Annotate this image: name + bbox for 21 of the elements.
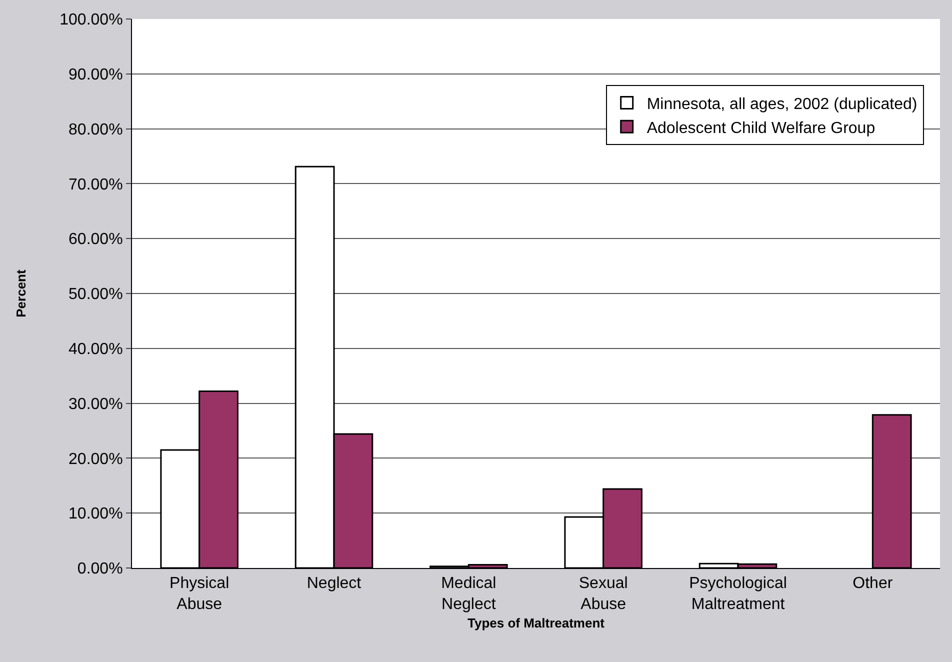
y-tick-label: 20.00%	[68, 450, 123, 468]
x-tick-label: Medical Neglect	[441, 575, 496, 613]
y-tick-label: 60.00%	[68, 231, 123, 248]
y-tick-label: 90.00%	[68, 66, 123, 84]
x-axis-title: Types of Maltreatment	[467, 616, 606, 631]
x-tick-label: Neglect	[306, 575, 362, 592]
y-tick-label: 100.00%	[60, 12, 123, 29]
y-tick-label: 40.00%	[68, 341, 123, 358]
legend-label: Adolescent Child Welfare Group	[646, 120, 876, 137]
y-tick-label: 50.00%	[68, 286, 123, 304]
y-tick-label: 30.00%	[68, 396, 123, 413]
x-tick-label: Sexual Abuse	[578, 575, 628, 613]
x-tick-label: Psychological Maltreatment	[689, 575, 787, 613]
x-tick-label: Physical Abuse	[170, 575, 230, 613]
y-tick-label: 70.00%	[68, 176, 123, 194]
x-tick-label: Other	[852, 575, 894, 592]
y-tick-label: 80.00%	[68, 121, 123, 138]
y-tick-label: 10.00%	[68, 506, 123, 523]
legend-label: Minnesota, all ages, 2002 (duplicated)	[646, 96, 918, 114]
y-axis-title: Percent	[14, 268, 29, 318]
y-tick-label: 0.00%	[77, 560, 123, 578]
